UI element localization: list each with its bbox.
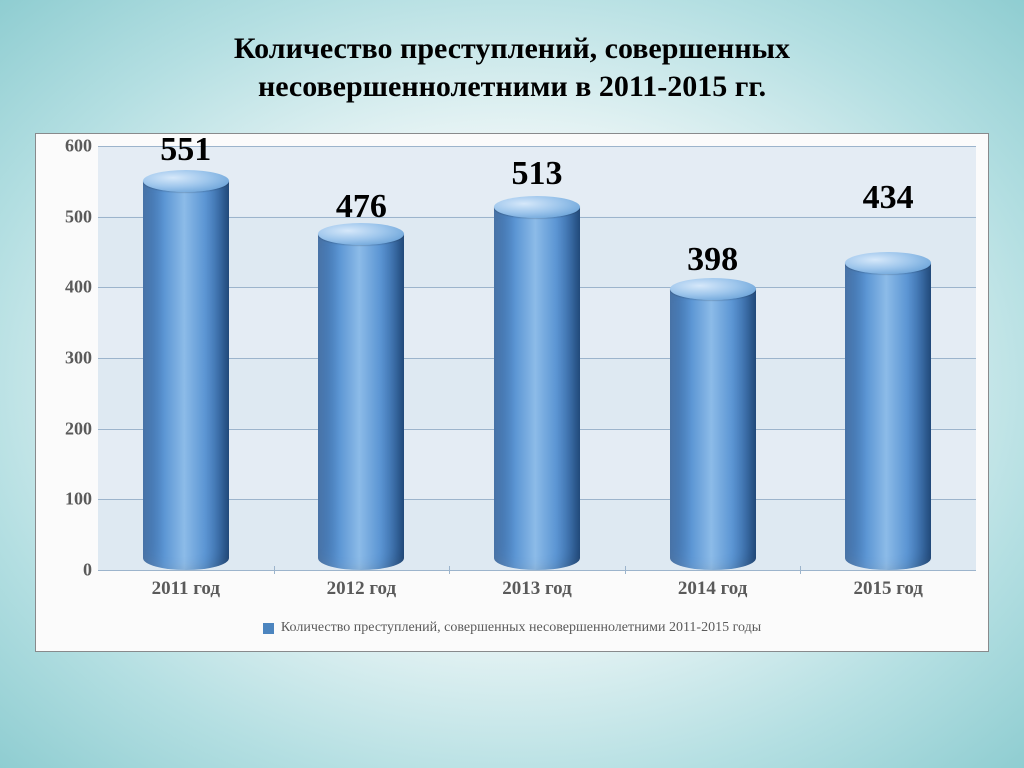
bar-top (318, 223, 404, 245)
bar-value-label: 434 (818, 179, 958, 217)
slide-title: Количество преступлений, совершенных нес… (40, 30, 984, 105)
x-tick-separator (274, 566, 275, 574)
bar-slot: 513 (449, 146, 625, 570)
bar-slot: 398 (625, 146, 801, 570)
bar: 551 (143, 181, 229, 570)
x-axis: 2011 год2012 год2013 год2014 год2015 год (98, 570, 976, 606)
x-tick-label: 2014 год (625, 570, 801, 606)
bar-value-label: 513 (467, 155, 607, 193)
x-tick-label: 2012 год (274, 570, 450, 606)
bar-top (670, 278, 756, 300)
bar-body (318, 234, 404, 570)
bar-slot: 434 (800, 146, 976, 570)
x-tick-label: 2015 год (800, 570, 976, 606)
bar-top (143, 170, 229, 192)
plot-area: 0100200300400500600551476513398434 (98, 146, 976, 570)
y-tick-label: 0 (50, 560, 92, 581)
title-line: Количество преступлений, совершенных (234, 32, 790, 65)
y-tick-label: 300 (50, 348, 92, 369)
bar-slot: 476 (274, 146, 450, 570)
legend-text: Количество преступлений, совершенных нес… (281, 620, 761, 636)
bar: 434 (845, 263, 931, 570)
x-tick-separator (800, 566, 801, 574)
y-tick-label: 200 (50, 418, 92, 439)
chart-container: 0 100 200 300 400 500 600 551 476 513 398 434 2011 … (35, 133, 989, 652)
bar-value-label: 551 (116, 131, 256, 169)
y-tick-label: 600 (50, 136, 92, 157)
legend-key-icon (263, 623, 274, 634)
x-tick-label: 2011 год (98, 570, 274, 606)
bar: 513 (494, 207, 580, 570)
bar: 476 (318, 234, 404, 570)
y-tick-label: 100 (50, 489, 92, 510)
x-tick-separator (449, 566, 450, 574)
legend: Количество преступлений, совершенных нес… (48, 620, 976, 639)
plot-wrapper: 0100200300400500600551476513398434 2011 … (98, 146, 976, 606)
slide: Количество преступлений, совершенных нес… (0, 0, 1024, 768)
bar-body (670, 289, 756, 570)
title-line: несовершеннолетними в 2011-2015 гг. (258, 70, 766, 103)
bars-row: 551 476 513 398 434 (98, 146, 976, 570)
bar: 398 (670, 289, 756, 570)
bar-body (845, 263, 931, 570)
bar-body (494, 207, 580, 570)
bar-value-label: 398 (643, 241, 783, 279)
y-tick-label: 500 (50, 206, 92, 227)
x-tick-label: 2013 год (449, 570, 625, 606)
bar-body (143, 181, 229, 570)
x-tick-separator (625, 566, 626, 574)
bar-value-label: 476 (291, 188, 431, 226)
bar-slot: 551 (98, 146, 274, 570)
y-tick-label: 400 (50, 277, 92, 298)
